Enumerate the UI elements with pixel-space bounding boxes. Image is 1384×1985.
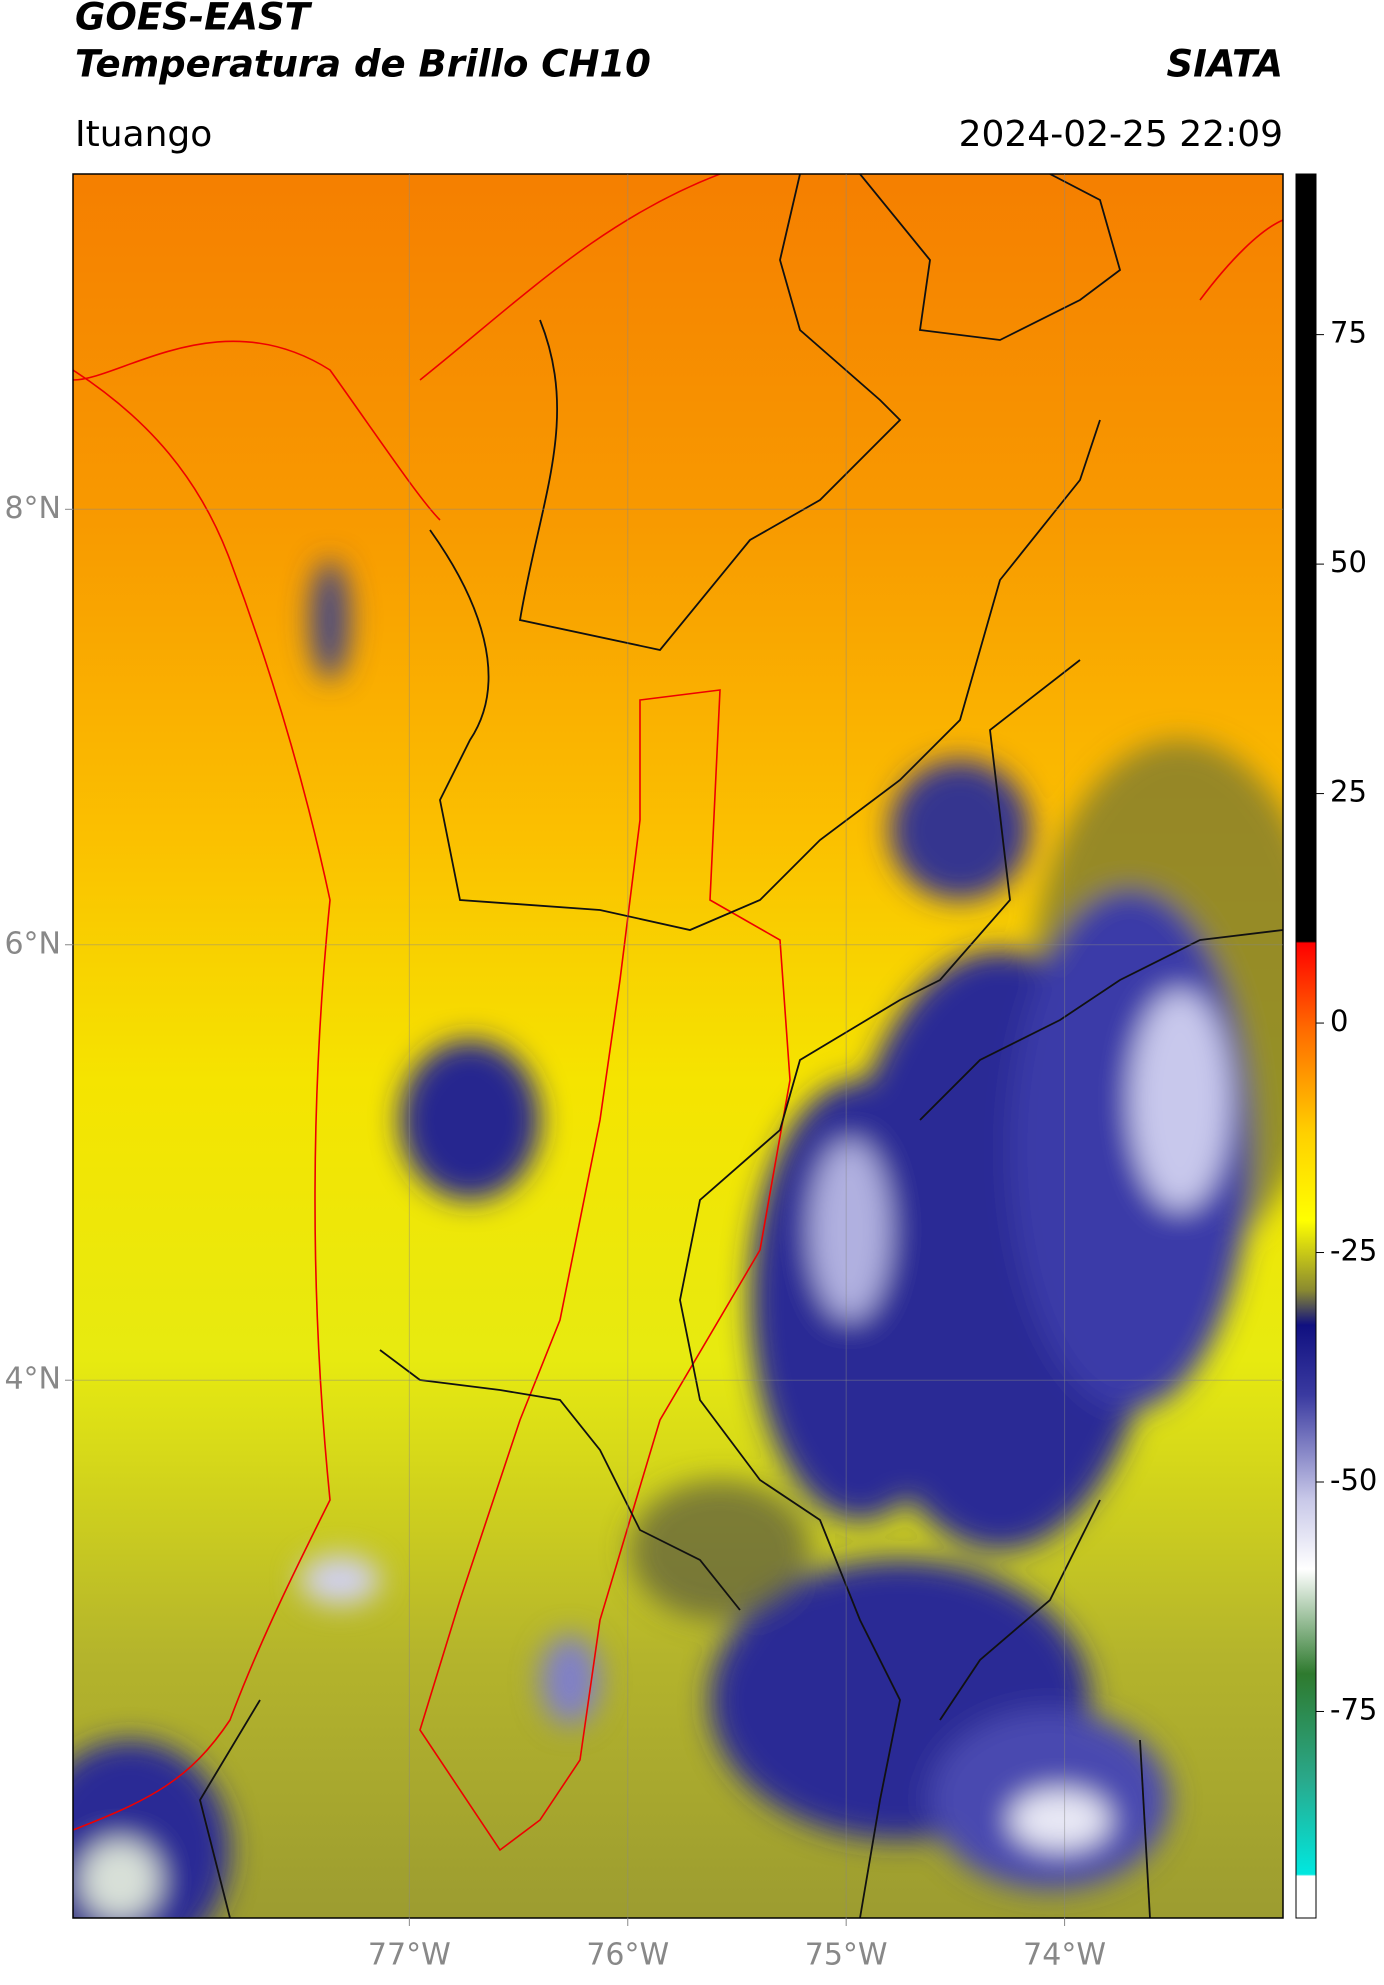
- x-tick-label: 75°W: [805, 1938, 888, 1973]
- x-tick-label: 77°W: [368, 1938, 451, 1973]
- location: Ituango: [75, 114, 212, 155]
- colorbar-tick-label: 50: [1330, 545, 1367, 579]
- x-tick-label: 76°W: [586, 1938, 669, 1973]
- subtitle: Temperatura de Brillo CH10: [75, 43, 651, 86]
- y-tick-label: 4°N: [4, 1362, 61, 1397]
- colorbar-tick-label: -25: [1330, 1234, 1377, 1268]
- colorbar-tick-label: 75: [1330, 316, 1367, 350]
- colorbar: [1295, 173, 1317, 1919]
- title: GOES-EAST: [75, 0, 313, 39]
- y-tick-label: 8°N: [4, 491, 61, 526]
- colorbar-tick-label: 0: [1330, 1004, 1348, 1038]
- timestamp: 2024-02-25 22:09: [959, 114, 1283, 155]
- agency: SIATA: [1166, 43, 1283, 86]
- colorbar-tick-label: -50: [1330, 1463, 1377, 1497]
- y-tick-label: 6°N: [4, 926, 61, 961]
- map-frame: [72, 173, 1284, 1919]
- x-tick-label: 74°W: [1023, 1938, 1106, 1973]
- colorbar-tick-label: -75: [1330, 1692, 1377, 1726]
- colorbar-tick-label: 25: [1330, 775, 1367, 809]
- satellite-image: [73, 174, 1283, 1918]
